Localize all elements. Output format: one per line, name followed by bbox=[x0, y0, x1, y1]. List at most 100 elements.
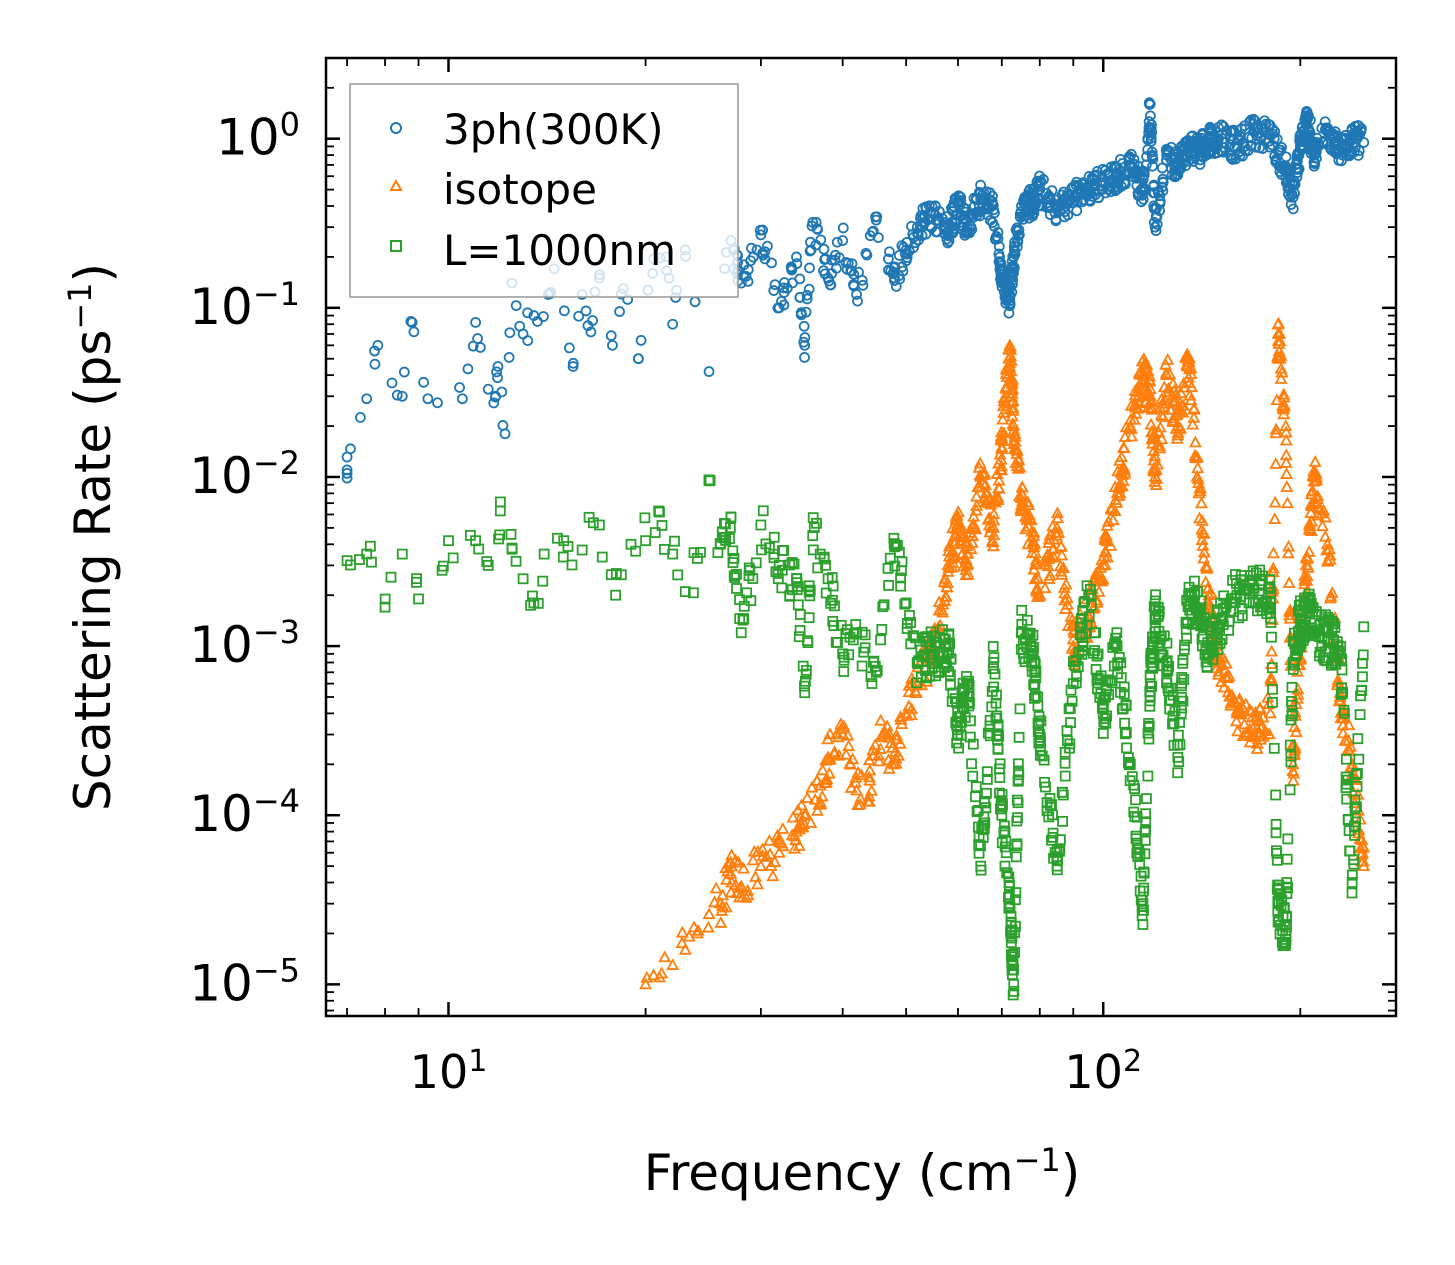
data-point bbox=[1027, 535, 1041, 548]
data-point bbox=[1145, 425, 1159, 438]
data-point bbox=[1193, 481, 1207, 494]
data-point bbox=[823, 752, 838, 765]
data-point bbox=[1150, 225, 1162, 237]
data-point bbox=[1044, 550, 1058, 563]
data-point bbox=[810, 774, 824, 786]
data-point bbox=[1193, 484, 1207, 497]
data-point bbox=[757, 505, 769, 517]
data-point bbox=[728, 570, 740, 582]
data-point bbox=[800, 791, 814, 803]
data-point bbox=[1156, 649, 1167, 661]
data-point bbox=[1010, 920, 1021, 932]
data-point bbox=[948, 200, 960, 212]
data-point bbox=[1280, 910, 1292, 922]
data-point bbox=[967, 770, 979, 782]
data-point bbox=[1030, 672, 1042, 684]
data-point bbox=[1017, 637, 1029, 649]
data-point bbox=[807, 512, 819, 524]
data-point bbox=[1050, 506, 1064, 519]
data-point bbox=[882, 562, 894, 574]
data-point bbox=[1037, 174, 1049, 185]
data-point bbox=[1348, 854, 1359, 866]
data-point bbox=[786, 810, 800, 823]
data-point bbox=[970, 499, 984, 511]
data-point bbox=[443, 535, 454, 547]
data-point bbox=[794, 810, 808, 822]
data-point bbox=[1012, 452, 1026, 465]
data-point bbox=[1229, 714, 1243, 727]
data-point bbox=[1146, 680, 1158, 692]
data-point bbox=[831, 236, 843, 248]
data-point bbox=[996, 801, 1008, 812]
data-point bbox=[901, 248, 913, 260]
data-point bbox=[1291, 687, 1305, 700]
data-point bbox=[973, 456, 987, 469]
data-point bbox=[1071, 205, 1083, 217]
data-point bbox=[1329, 651, 1340, 663]
data-point bbox=[880, 719, 894, 732]
data-point bbox=[989, 207, 1000, 219]
data-point bbox=[991, 493, 1005, 506]
data-point bbox=[522, 307, 533, 319]
data-point bbox=[878, 725, 892, 738]
data-point bbox=[1308, 160, 1320, 172]
data-point bbox=[788, 841, 802, 854]
data-point bbox=[987, 641, 999, 652]
data-point bbox=[1151, 218, 1163, 230]
data-point bbox=[1161, 381, 1175, 394]
data-point bbox=[653, 505, 665, 517]
data-point bbox=[750, 557, 762, 569]
data-point bbox=[411, 576, 422, 588]
data-point bbox=[1321, 554, 1335, 567]
data-point bbox=[1342, 813, 1354, 825]
data-point bbox=[1338, 704, 1350, 716]
data-point bbox=[1205, 644, 1217, 656]
data-point bbox=[831, 730, 845, 743]
data-point bbox=[1318, 529, 1332, 542]
data-point bbox=[1346, 887, 1358, 899]
data-point bbox=[1051, 511, 1065, 524]
data-point bbox=[1123, 752, 1134, 763]
data-point bbox=[1272, 351, 1286, 364]
data-point bbox=[372, 339, 384, 351]
data-point bbox=[1131, 390, 1145, 403]
data-point bbox=[854, 791, 868, 804]
data-point bbox=[843, 757, 857, 770]
data-point bbox=[816, 763, 830, 776]
data-point bbox=[831, 262, 842, 274]
data-point bbox=[1101, 550, 1115, 563]
data-point bbox=[1137, 919, 1149, 930]
data-point bbox=[986, 539, 1000, 552]
data-point bbox=[1269, 422, 1283, 435]
data-point bbox=[1168, 718, 1180, 729]
data-point bbox=[804, 245, 816, 257]
data-point bbox=[1293, 163, 1305, 175]
data-point bbox=[632, 353, 644, 365]
data-point bbox=[1216, 634, 1228, 645]
data-point bbox=[812, 224, 824, 235]
data-point bbox=[864, 783, 879, 796]
data-point bbox=[702, 907, 716, 920]
data-point bbox=[965, 715, 976, 727]
data-point bbox=[895, 580, 907, 592]
data-point bbox=[1204, 121, 1216, 133]
data-point bbox=[1161, 637, 1173, 649]
data-point bbox=[1147, 160, 1158, 172]
data-point bbox=[1102, 674, 1114, 686]
data-point bbox=[1281, 921, 1292, 933]
data-point bbox=[1284, 784, 1296, 796]
data-point bbox=[1046, 519, 1060, 532]
data-point bbox=[1117, 441, 1131, 454]
data-point bbox=[1063, 703, 1075, 715]
data-point bbox=[905, 702, 919, 715]
data-point bbox=[792, 819, 806, 832]
data-point bbox=[747, 251, 759, 263]
data-point bbox=[987, 663, 999, 674]
data-point bbox=[1289, 725, 1303, 738]
data-point bbox=[1161, 655, 1173, 667]
data-point bbox=[396, 548, 408, 560]
data-point bbox=[1040, 781, 1051, 793]
data-point bbox=[878, 599, 890, 611]
data-point bbox=[563, 342, 575, 354]
data-point bbox=[1303, 124, 1315, 136]
